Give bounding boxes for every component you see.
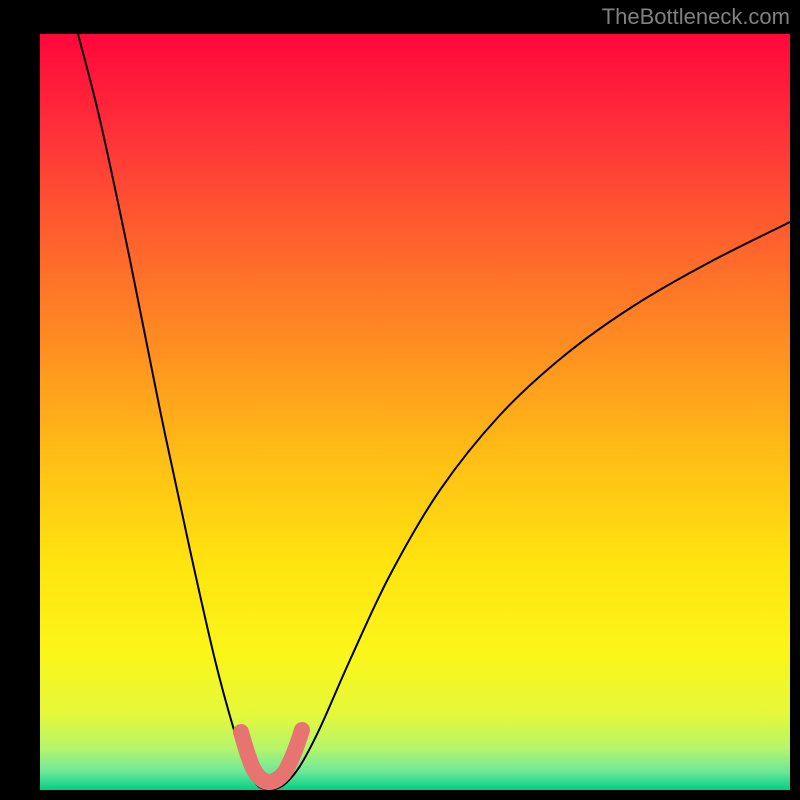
bottleneck-chart (0, 0, 800, 800)
watermark-text: TheBottleneck.com (602, 4, 790, 30)
plot-background (40, 34, 790, 790)
